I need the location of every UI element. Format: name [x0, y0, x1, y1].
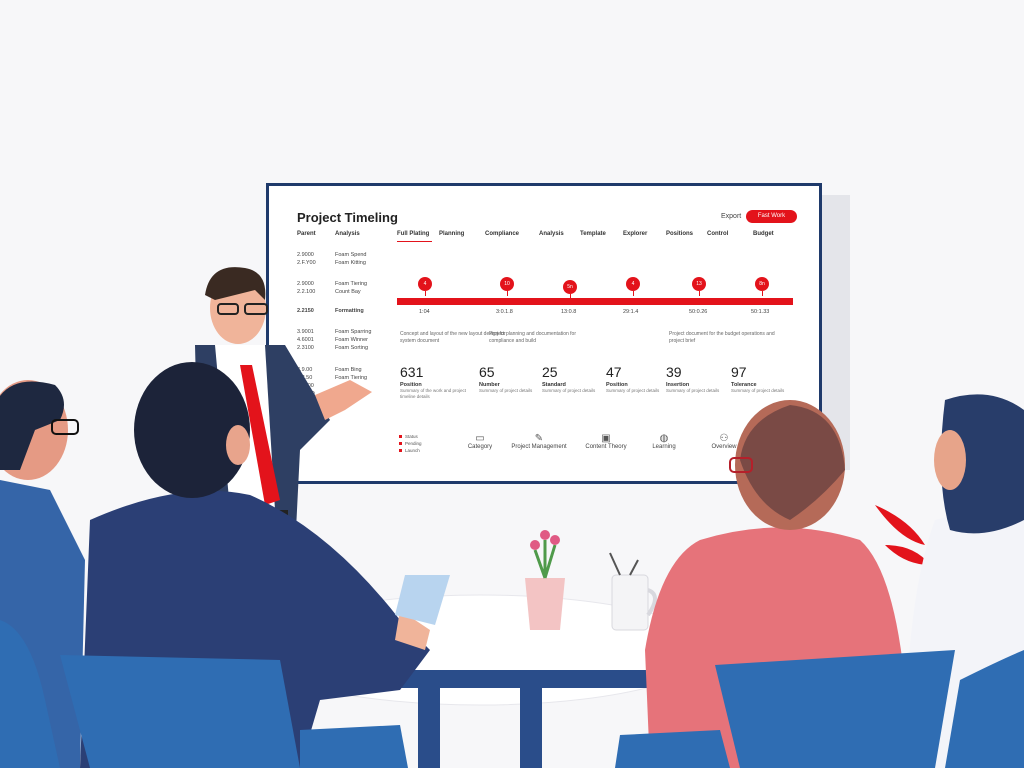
stat-sub: Summary of project details: [542, 388, 596, 393]
stat-value: 47: [606, 364, 622, 380]
people-icon: ⚇: [719, 433, 729, 444]
stat-card: 25 Standard Summary of project details: [542, 364, 612, 394]
description: Concept and layout of the new layout des…: [400, 331, 506, 344]
legend-item: Launch: [399, 447, 422, 454]
presenter-hand: [315, 380, 372, 420]
footer-item[interactable]: ▭ Category: [445, 433, 515, 450]
stat-value: 65: [479, 364, 495, 380]
stat-value: 25: [542, 364, 558, 380]
tab-column[interactable]: Template: [580, 231, 606, 237]
legend: Status Pending Launch: [399, 433, 422, 454]
row-name: Foam Spend Foam Kitting: [335, 252, 367, 266]
timeline-date: 13:0.8: [561, 309, 577, 315]
timeline-date: 50:0.26: [689, 309, 708, 315]
description: Project planning and documentation for c…: [489, 331, 577, 344]
row-name: Foam Tiering Count Bay: [335, 281, 368, 295]
timeline-date: 50:1.33: [751, 309, 770, 315]
stat-label: Position: [606, 382, 628, 388]
footer-item[interactable]: ◍ Learning: [629, 433, 699, 450]
left-header: Analysis: [335, 231, 360, 237]
milestone-pin[interactable]: 4: [626, 277, 640, 296]
row-code: 2.9000 2.F.Y00: [297, 252, 316, 266]
stat-sub: Summary of project details: [731, 388, 785, 393]
tab-column[interactable]: Compliance: [485, 231, 520, 237]
chair: [60, 655, 300, 768]
chair: [0, 620, 60, 768]
active-tab-indicator: [397, 241, 432, 242]
stat-sub: Summary of project details: [666, 388, 720, 393]
row-code: 2.2150: [297, 308, 314, 314]
timeline-date: 1:04: [419, 309, 430, 315]
stat-sub: Summary of project details: [479, 388, 533, 393]
stat-value: 631: [400, 364, 424, 380]
milestone-pin[interactable]: 8n: [755, 277, 769, 296]
chair: [945, 650, 1024, 768]
flower-plant: [525, 530, 565, 630]
image-icon: ▣: [601, 433, 611, 444]
new-button[interactable]: Fast Work: [746, 210, 797, 223]
globe-icon: ◍: [659, 433, 669, 444]
tab-column[interactable]: Explorer: [623, 231, 648, 237]
stat-sub: Summary of project details: [606, 388, 660, 393]
stat-card: 631 Position Summary of the work and proje…: [400, 364, 470, 400]
tab-column[interactable]: Control: [707, 231, 729, 237]
stat-label: Standard: [542, 382, 566, 388]
stat-sub: Summary of the work and project timeline…: [400, 388, 467, 399]
stat-value: 39: [666, 364, 682, 380]
stat-card: 39 Insertion Summary of project details: [666, 364, 736, 394]
tab-column[interactable]: Full Plating: [397, 231, 430, 237]
export-link[interactable]: Export: [721, 213, 742, 220]
stat-value: 97: [731, 364, 747, 380]
timeline-bar: [397, 298, 793, 305]
stat-label: Tolerance: [731, 382, 757, 388]
pencil-mug: [609, 552, 657, 631]
left-header: Parent: [297, 231, 316, 237]
red-plant-leaves: [875, 505, 930, 565]
dashboard-title: Project Timeling: [297, 210, 398, 225]
stat-card: 97 Tolerance Summary of project details: [731, 364, 801, 394]
stat-label: Insertion: [666, 382, 690, 388]
milestone-pin[interactable]: 4: [418, 277, 432, 296]
row-name: Formatting: [335, 308, 364, 314]
footer-item[interactable]: ✎ Project Management: [504, 433, 574, 450]
red-tie: [240, 365, 280, 505]
tab-column[interactable]: Planning: [439, 231, 465, 237]
tab-column[interactable]: Budget: [753, 231, 774, 237]
timeline-date: 29:1.4: [623, 309, 639, 315]
legend-item: Status: [399, 433, 422, 440]
footer-item[interactable]: ▣ Content Theory: [571, 433, 641, 450]
stat-label: Number: [479, 382, 500, 388]
milestone-pin[interactable]: 10: [500, 277, 514, 296]
tab-column[interactable]: Positions: [666, 231, 694, 237]
stat-card: 65 Number Summary of project details: [479, 364, 549, 394]
briefcase-icon: ▭: [475, 433, 485, 444]
presentation-screen: Project Timeling Export Fast Work Parent…: [266, 183, 822, 484]
row-code: 2.9000 2.2.100: [297, 281, 316, 295]
table-leg: [520, 688, 542, 768]
row-name: Foam Sparring Foam Winner Foam Sorting: [335, 329, 372, 351]
chair: [615, 730, 730, 768]
chart-icon: ✎: [534, 433, 544, 444]
stat-label: Position: [400, 382, 422, 388]
row-code: 3.9001 4.6001 2.3100: [297, 329, 314, 351]
milestone-pin[interactable]: 13: [692, 277, 706, 296]
row-name: Foam Bing Foam Tiering: [335, 367, 368, 381]
chair: [300, 725, 408, 768]
chair: [715, 650, 955, 768]
tablet: [395, 575, 450, 625]
tab-column[interactable]: Analysis: [539, 231, 564, 237]
stat-card: 47 Position Summary of project details: [606, 364, 676, 394]
milestone-pin[interactable]: 5n: [563, 280, 577, 299]
footer-item[interactable]: ⚇ Overview: [689, 433, 759, 450]
legend-item: Pending: [399, 440, 422, 447]
table-leg: [418, 688, 440, 768]
description: Project document for the budget operatio…: [669, 331, 775, 344]
timeline-date: 3:0.1.8: [496, 309, 513, 315]
